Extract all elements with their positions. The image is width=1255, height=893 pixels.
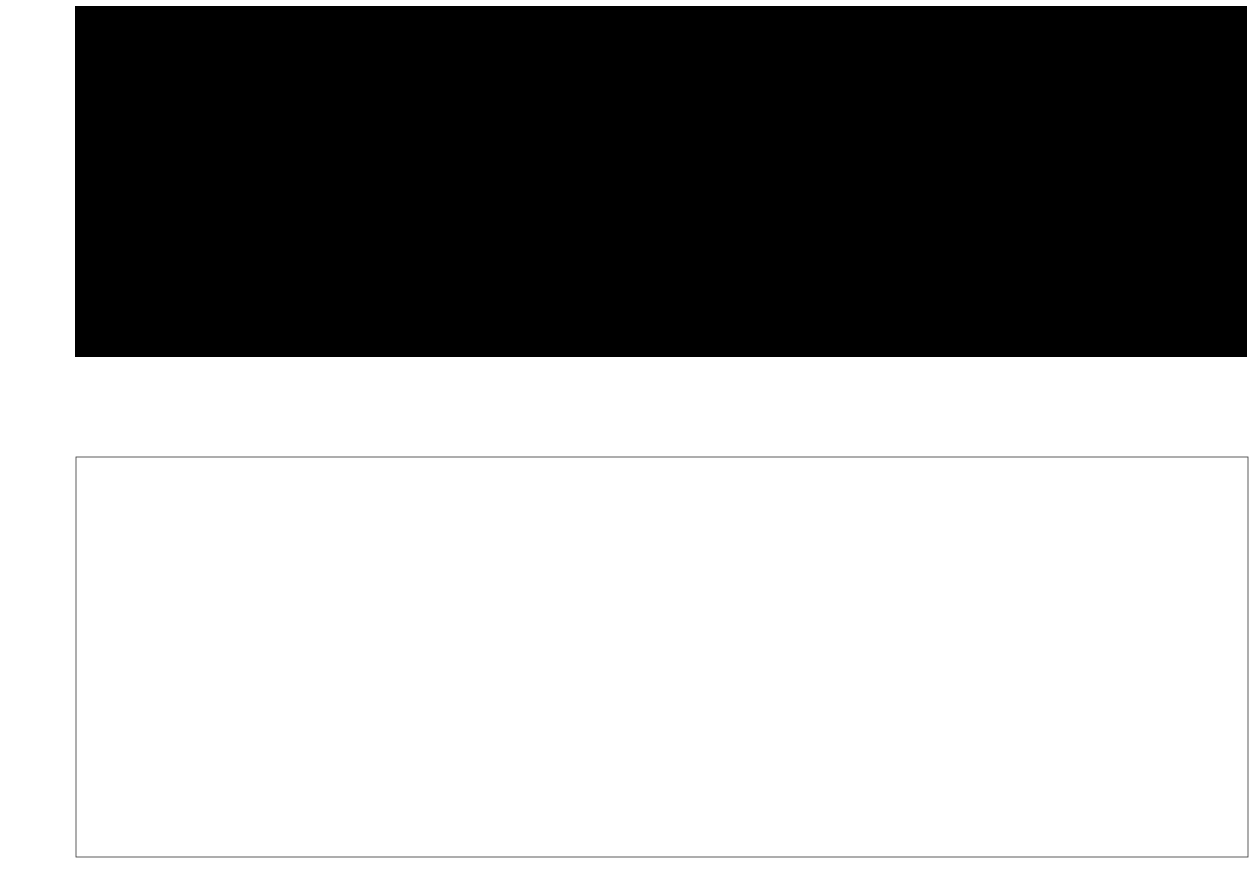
plot-frame [75, 456, 1249, 858]
word-cloud [75, 6, 1247, 357]
word-cloud-background [75, 6, 1247, 357]
word-count-bar-chart [75, 456, 1249, 858]
